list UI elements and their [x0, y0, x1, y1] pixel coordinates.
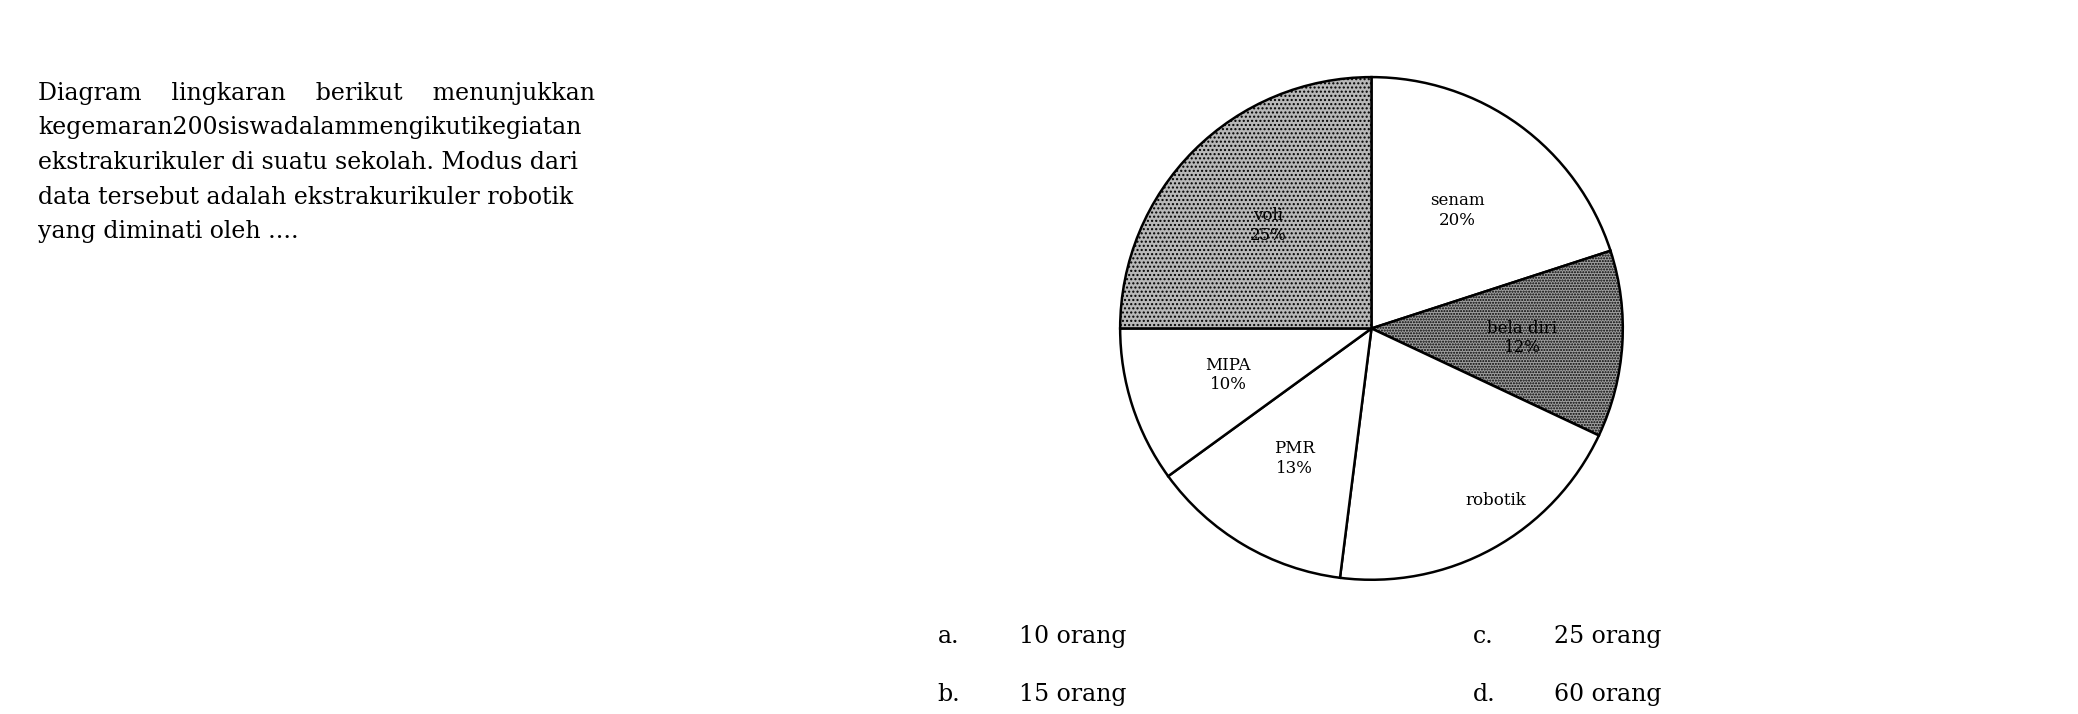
Text: 15 orang: 15 orang: [1018, 683, 1126, 705]
Text: robotik: robotik: [1465, 492, 1527, 509]
Text: 60 orang: 60 orang: [1554, 683, 1662, 705]
Text: voli
25%: voli 25%: [1251, 207, 1286, 243]
Text: Diagram    lingkaran    berikut    menunjukkan
kegemaran200siswadalammengikutike: Diagram lingkaran berikut menunjukkan ke…: [37, 81, 594, 243]
Wedge shape: [1120, 77, 1371, 328]
Wedge shape: [1371, 251, 1623, 436]
Text: PMR
13%: PMR 13%: [1274, 440, 1315, 476]
Text: bela diri
12%: bela diri 12%: [1488, 320, 1556, 356]
Wedge shape: [1120, 328, 1371, 476]
Text: 25 orang: 25 orang: [1554, 625, 1662, 648]
Wedge shape: [1371, 77, 1610, 328]
Text: c.: c.: [1473, 625, 1494, 648]
Text: senam
20%: senam 20%: [1430, 192, 1484, 228]
Wedge shape: [1340, 328, 1598, 580]
Text: d.: d.: [1473, 683, 1496, 705]
Text: b.: b.: [937, 683, 960, 705]
Text: MIPA
10%: MIPA 10%: [1205, 357, 1251, 393]
Text: a.: a.: [937, 625, 960, 648]
Text: 10 orang: 10 orang: [1018, 625, 1126, 648]
Wedge shape: [1168, 328, 1371, 578]
